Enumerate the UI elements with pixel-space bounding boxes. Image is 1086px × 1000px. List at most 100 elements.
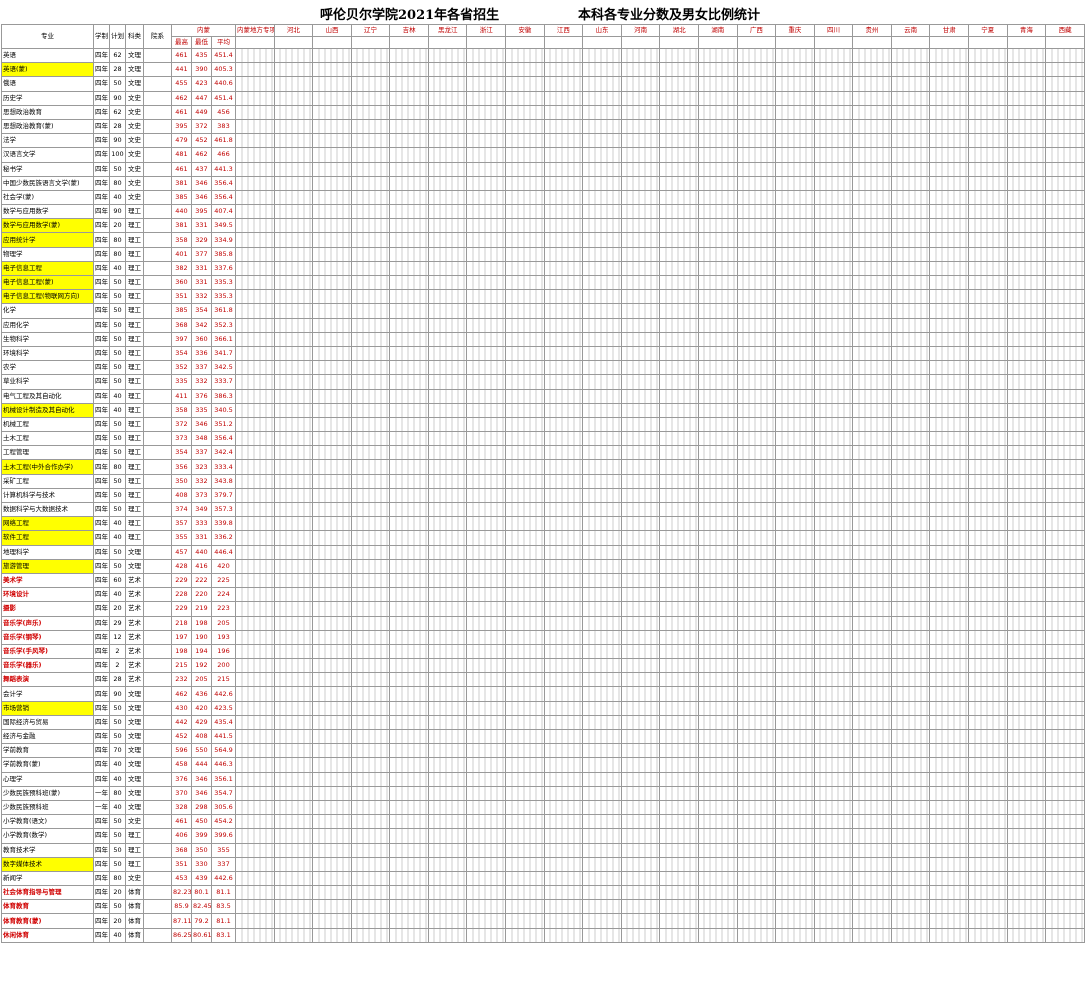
province-cell <box>543 913 584 929</box>
province-cell <box>1006 189 1047 206</box>
province-cell <box>235 487 275 504</box>
province-cell <box>582 47 622 64</box>
province-cell <box>505 629 545 645</box>
province-cell <box>697 473 738 489</box>
province-cell <box>697 303 738 319</box>
province-cell <box>389 913 429 929</box>
years: 四年 <box>93 118 110 135</box>
province-cell <box>427 799 468 816</box>
province-cell <box>659 771 699 787</box>
province-cell <box>350 90 391 106</box>
province-cell <box>697 870 738 887</box>
province-cell <box>852 899 892 915</box>
score: 439 <box>191 870 212 887</box>
score: 461 <box>171 814 192 830</box>
sub-header <box>968 36 1008 49</box>
province-cell <box>543 104 584 120</box>
province-cell <box>389 118 429 135</box>
table-row: 生物科学 四年 50 理工 397 360 366.1 <box>1 331 1085 347</box>
province-cell <box>1045 700 1085 716</box>
province-cell <box>852 47 892 64</box>
province-cell <box>620 487 661 504</box>
province-cell <box>890 431 931 447</box>
plan: 80 <box>109 785 126 801</box>
score: 80.61 <box>191 927 212 943</box>
province-cell <box>235 572 275 589</box>
province-cell <box>852 133 892 149</box>
score: 343.8 <box>210 473 237 489</box>
years: 四年 <box>93 289 110 305</box>
province-cell <box>389 374 429 390</box>
province-cell <box>389 360 429 376</box>
province-cell <box>273 90 314 106</box>
province-cell <box>813 643 854 660</box>
province-cell <box>775 416 815 433</box>
province-cell <box>852 360 892 376</box>
province-cell <box>389 274 429 291</box>
score: 332 <box>191 473 212 489</box>
category: 艺术 <box>125 572 144 589</box>
province-cell <box>929 175 969 191</box>
province-cell <box>350 771 391 787</box>
province-cell <box>1006 728 1047 745</box>
province-cell <box>852 870 892 887</box>
province-cell <box>775 700 815 716</box>
province-cell <box>929 501 969 518</box>
province-cell <box>775 530 815 546</box>
subtitle: 本科各专业分数及男女比例统计 <box>578 8 761 23</box>
province-cell <box>582 842 622 858</box>
province-cell <box>427 459 468 475</box>
province-cell <box>813 757 854 773</box>
major-name: 环境科学 <box>1 345 94 362</box>
province-cell <box>389 643 429 660</box>
province-cell <box>273 728 314 745</box>
province-cell <box>273 927 314 943</box>
province-cell <box>350 402 391 418</box>
score: 395 <box>171 118 192 135</box>
province-cell <box>813 771 854 787</box>
score: 358 <box>171 402 192 418</box>
province-cell <box>890 161 931 177</box>
years: 四年 <box>93 47 110 64</box>
years: 一年 <box>93 799 110 816</box>
province-cell <box>312 118 352 135</box>
province-cell <box>852 728 892 745</box>
province-cell <box>659 189 699 206</box>
province-cell <box>775 814 815 830</box>
province-cell <box>736 459 777 475</box>
college <box>143 118 172 135</box>
score: 436 <box>191 686 212 702</box>
province-cell <box>273 62 314 78</box>
table-row: 新闻学 四年 80 文史 453 439 442.6 <box>1 870 1085 887</box>
table-row: 旅游管理 四年 50 文理 428 416 420 <box>1 558 1085 574</box>
province-cell <box>968 445 1008 461</box>
score: 454.2 <box>210 814 237 830</box>
province-cell <box>312 501 352 518</box>
province-cell <box>235 516 275 532</box>
province-cell <box>968 658 1008 674</box>
category: 艺术 <box>125 672 144 688</box>
years: 四年 <box>93 104 110 120</box>
major-name: 网络工程 <box>1 516 94 532</box>
province-cell <box>697 814 738 830</box>
college <box>143 601 172 617</box>
province-cell <box>389 487 429 504</box>
province-cell <box>968 218 1008 234</box>
province-cell <box>968 317 1008 333</box>
province-cell <box>427 62 468 78</box>
province-cell <box>389 501 429 518</box>
province-cell <box>505 133 545 149</box>
province-cell <box>582 445 622 461</box>
province-cell <box>389 232 429 248</box>
college <box>143 388 172 404</box>
province-cell <box>582 118 622 135</box>
province-cell <box>235 47 275 64</box>
sub-header <box>466 36 507 49</box>
major-name: 工程管理 <box>1 445 94 461</box>
province-cell <box>505 828 545 844</box>
province-cell <box>389 601 429 617</box>
province-cell <box>1045 76 1085 92</box>
score: 423.5 <box>210 700 237 716</box>
province-cell <box>312 686 352 702</box>
province-cell <box>968 714 1008 731</box>
